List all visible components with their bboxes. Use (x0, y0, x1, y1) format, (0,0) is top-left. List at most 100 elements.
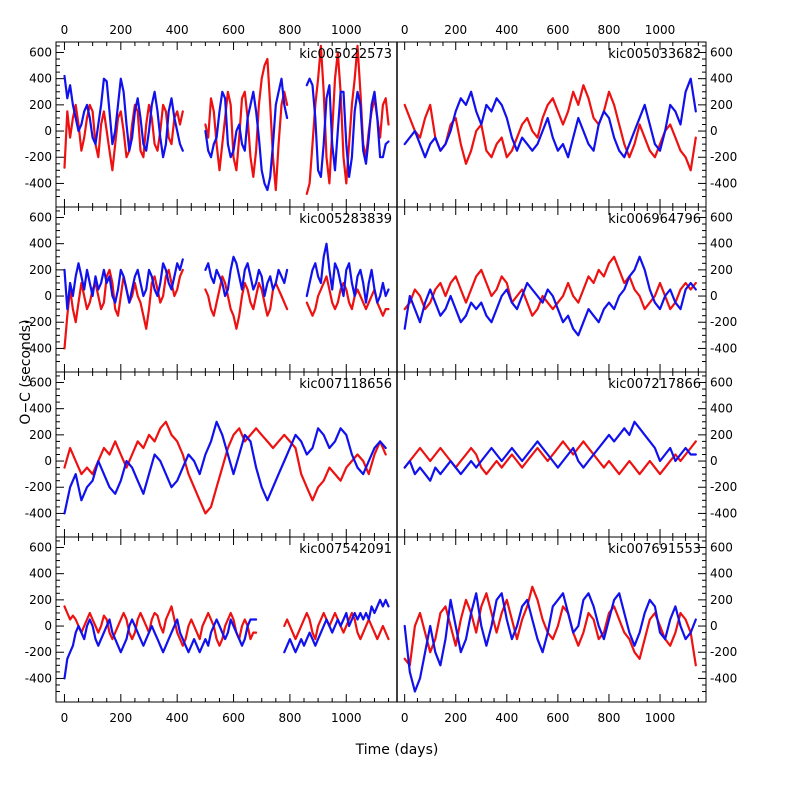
x-tick-label: 600 (222, 23, 245, 37)
x-tick-label: 200 (109, 711, 132, 725)
y-tick-label: -400 (25, 341, 52, 355)
y-tick-label: 0 (710, 124, 718, 138)
y-tick-label: 600 (710, 45, 733, 59)
y-tick-label: -200 (710, 315, 737, 329)
panel-kic007118656: kic007118656 -400 -200 0 200 400 600 (25, 371, 398, 538)
y-tick-label: 600 (710, 210, 733, 224)
red-series-line (403, 255, 697, 317)
x-tick-label: 800 (278, 23, 301, 37)
y-tick-label: 400 (29, 237, 52, 251)
red-series-line (63, 420, 387, 515)
x-tick-label: 200 (444, 711, 467, 725)
panel-title: kic005033682 (608, 47, 701, 62)
x-tick-label: 0 (61, 23, 69, 37)
y-tick-label: 400 (710, 402, 733, 416)
panel-kic007217866: kic007217866 -400 -200 0 200 400 600 (396, 371, 737, 538)
blue-series-line (63, 598, 390, 680)
x-tick-label: 800 (598, 711, 621, 725)
panel-title: kic007217866 (608, 377, 701, 392)
panel-title: kic005022573 (299, 47, 392, 62)
panel-title: kic007542091 (299, 542, 392, 557)
x-axis-label: Time (days) (355, 742, 439, 758)
blue-series-line (63, 242, 390, 311)
panel-title: kic007691553 (608, 542, 701, 557)
y-tick-label: 0 (710, 289, 718, 303)
panel-kic007542091: kic007542091 -400 -200 0 200 400 600 0 200 400 600… (25, 536, 398, 725)
x-tick-label: 600 (546, 23, 569, 37)
x-tick-label: 0 (61, 711, 69, 725)
y-tick-label: 600 (710, 540, 733, 554)
x-tick-label: 400 (495, 711, 518, 725)
y-tick-label: 600 (29, 540, 52, 554)
panel-title: kic007118656 (299, 377, 392, 392)
y-tick-label: 200 (710, 593, 733, 607)
x-tick-label: 1000 (331, 711, 362, 725)
panel-kic005283839: kic005283839 -400 -200 0 200 400 600 (25, 206, 398, 373)
panel-frame (396, 536, 707, 703)
panel-grid: kic005022573 -400 -200 0 200 400 600 0 200 400 600… (25, 23, 737, 725)
y-tick-label: 400 (29, 72, 52, 86)
y-tick-label: 0 (44, 619, 52, 633)
series-group (403, 585, 697, 693)
y-tick-label: 0 (44, 454, 52, 468)
y-tick-label: 600 (29, 45, 52, 59)
y-tick-label: -400 (710, 506, 737, 520)
y-tick-label: -200 (25, 315, 52, 329)
y-tick-label: 600 (29, 210, 52, 224)
x-tick-label: 1000 (331, 23, 362, 37)
panel-kic007691553: kic007691553 -400 -200 0 200 400 600 0 200 400 600… (396, 536, 737, 725)
blue-series-line (403, 77, 697, 159)
red-series-line (63, 605, 390, 647)
y-tick-label: -200 (25, 480, 52, 494)
y-axis-label: O−C (seconds) (18, 319, 34, 424)
blue-series-line (403, 255, 697, 337)
y-tick-label: 0 (710, 619, 718, 633)
series-group (63, 242, 390, 350)
y-tick-label: 200 (29, 593, 52, 607)
blue-series-line (403, 420, 697, 482)
blue-series-line (63, 420, 387, 515)
panel-title: kic005283839 (299, 212, 392, 227)
y-tick-label: -200 (710, 150, 737, 164)
y-tick-label: 0 (710, 454, 718, 468)
panel-kic005033682: kic005033682 -400 -200 0 200 400 600 0 200 400 600… (396, 23, 737, 208)
x-tick-label: 0 (401, 23, 409, 37)
y-tick-label: -200 (25, 645, 52, 659)
y-tick-label: 400 (29, 402, 52, 416)
y-tick-label: 400 (710, 567, 733, 581)
series-group (403, 77, 697, 172)
x-tick-label: 400 (166, 23, 189, 37)
y-tick-label: 400 (29, 567, 52, 581)
x-tick-label: 1000 (645, 711, 676, 725)
y-tick-label: 400 (710, 72, 733, 86)
y-tick-label: 600 (710, 375, 733, 389)
y-tick-label: 600 (29, 375, 52, 389)
series-group (403, 255, 697, 337)
y-tick-label: 200 (710, 428, 733, 442)
y-tick-label: -400 (710, 341, 737, 355)
panel-kic005022573: kic005022573 -400 -200 0 200 400 600 0 200 400 600… (25, 23, 398, 208)
x-tick-label: 600 (546, 711, 569, 725)
x-tick-label: 600 (222, 711, 245, 725)
y-tick-label: 200 (710, 263, 733, 277)
y-tick-label: -200 (710, 480, 737, 494)
series-group (63, 598, 390, 680)
x-tick-label: 0 (401, 711, 409, 725)
y-tick-label: 400 (710, 237, 733, 251)
x-tick-label: 1000 (645, 23, 676, 37)
series-group (63, 44, 390, 195)
y-tick-label: 0 (44, 289, 52, 303)
blue-series-line (63, 74, 390, 192)
series-group (403, 420, 697, 482)
y-tick-label: -200 (25, 150, 52, 164)
y-tick-label: 200 (29, 263, 52, 277)
y-tick-label: 200 (710, 98, 733, 112)
y-tick-label: -400 (25, 176, 52, 190)
y-tick-label: 200 (29, 98, 52, 112)
y-tick-label: -400 (710, 671, 737, 685)
x-tick-label: 800 (278, 711, 301, 725)
panel-frame (396, 41, 707, 208)
y-tick-label: -200 (710, 645, 737, 659)
blue-series-line (403, 592, 697, 693)
